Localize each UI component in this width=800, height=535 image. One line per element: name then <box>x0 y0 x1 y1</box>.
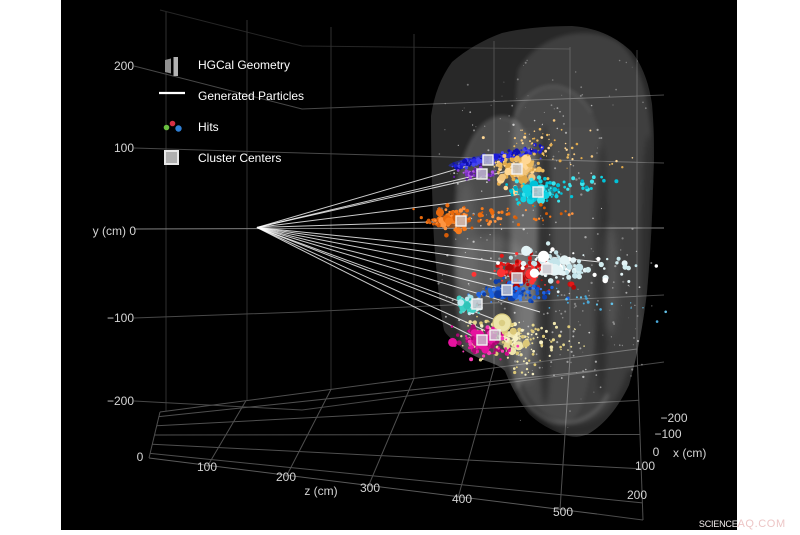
svg-text:Hits: Hits <box>198 120 219 134</box>
svg-text:200: 200 <box>627 488 647 502</box>
svg-text:0: 0 <box>137 450 144 464</box>
svg-text:200: 200 <box>114 59 134 73</box>
svg-text:100: 100 <box>635 459 655 473</box>
svg-text:y (cm) 0: y (cm) 0 <box>93 224 137 238</box>
svg-text:AQ.COM: AQ.COM <box>738 518 786 530</box>
svg-text:200: 200 <box>276 470 296 484</box>
svg-text:100: 100 <box>197 460 217 474</box>
svg-text:Generated Particles: Generated Particles <box>198 89 304 103</box>
svg-text:100: 100 <box>114 141 134 155</box>
svg-text:HGCal Geometry: HGCal Geometry <box>198 58 290 72</box>
svg-text:Cluster Centers: Cluster Centers <box>198 151 281 165</box>
svg-text:300: 300 <box>360 481 380 495</box>
svg-text:−200: −200 <box>660 411 687 425</box>
svg-text:500: 500 <box>553 505 573 519</box>
svg-text:−100: −100 <box>107 311 134 325</box>
svg-text:0: 0 <box>653 445 660 459</box>
svg-text:x (cm): x (cm) <box>673 446 706 460</box>
svg-text:SCIENCE: SCIENCE <box>699 519 738 529</box>
svg-text:z (cm): z (cm) <box>304 484 337 498</box>
svg-text:400: 400 <box>452 492 472 506</box>
svg-text:−100: −100 <box>654 427 681 441</box>
svg-text:−200: −200 <box>107 394 134 408</box>
